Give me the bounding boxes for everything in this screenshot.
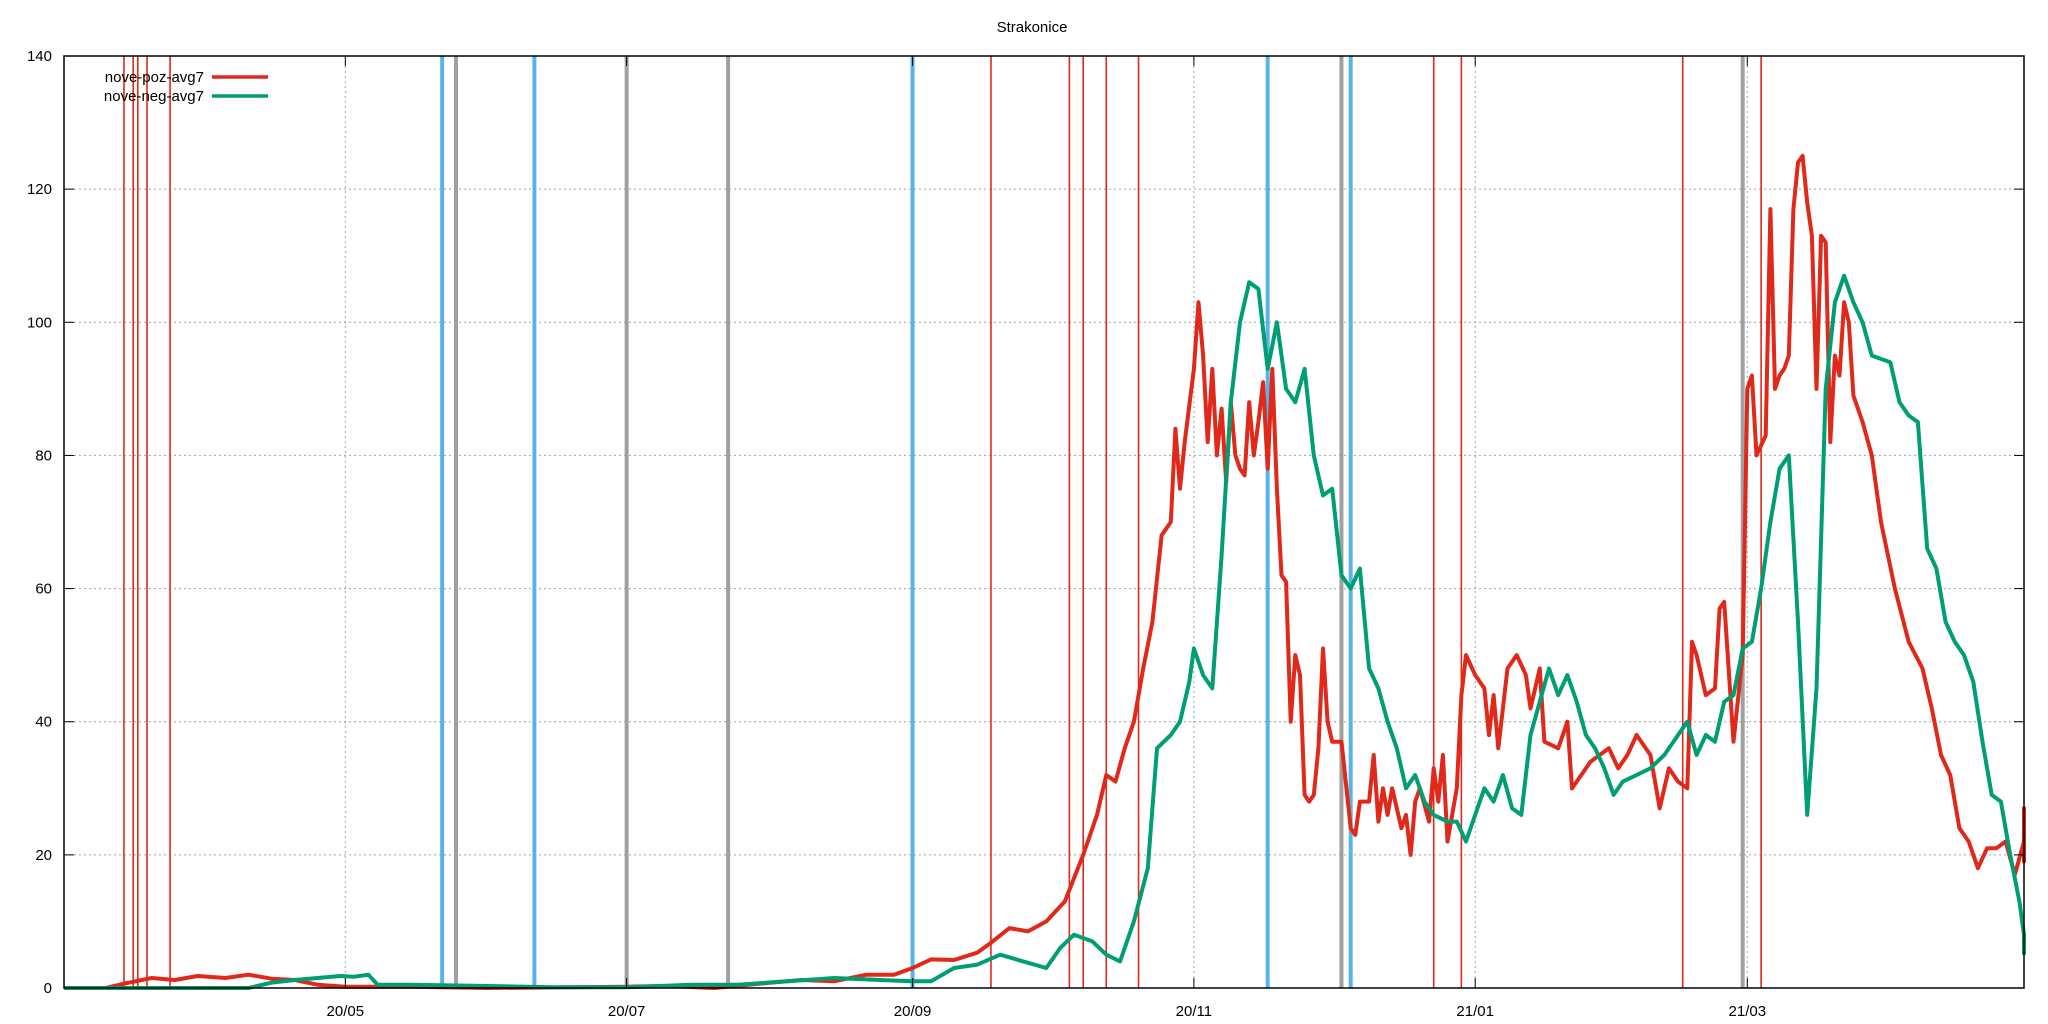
grid xyxy=(64,56,2024,988)
y-tick-label: 60 xyxy=(35,581,52,598)
chart-title: Strakonice xyxy=(997,19,1068,36)
y-tick-label: 100 xyxy=(27,314,52,331)
x-tick-label: 20/07 xyxy=(608,1003,646,1020)
y-axis: 0 20 40 60 80 100 120 140 xyxy=(27,48,2024,997)
y-tick-label: 80 xyxy=(35,447,52,464)
x-axis: 20/05 20/07 20/09 20/11 21/01 21/03 xyxy=(327,56,1767,1020)
y-tick-label: 140 xyxy=(27,48,52,65)
x-tick-label: 21/01 xyxy=(1456,1003,1494,1020)
y-tick-label: 40 xyxy=(35,714,52,731)
x-tick-label: 20/11 xyxy=(1176,1003,1212,1020)
plot-frame xyxy=(63,55,2025,989)
x-tick-label: 21/03 xyxy=(1729,1003,1767,1020)
series-line-neg xyxy=(64,273,2026,990)
y-tick-label: 120 xyxy=(27,181,52,198)
series-group xyxy=(64,153,2026,990)
event-lines xyxy=(123,56,1762,988)
legend-label-poz: nove-poz-avg7 xyxy=(105,69,204,86)
y-tick-label: 0 xyxy=(44,980,52,997)
x-tick-label: 20/05 xyxy=(327,1003,365,1020)
legend-label-neg: nove-neg-avg7 xyxy=(104,88,204,105)
series-line-poz xyxy=(64,153,2026,990)
y-tick-label: 20 xyxy=(35,847,52,864)
legend: nove-poz-avg7 nove-neg-avg7 xyxy=(104,69,268,105)
x-tick-label: 20/09 xyxy=(894,1003,932,1020)
